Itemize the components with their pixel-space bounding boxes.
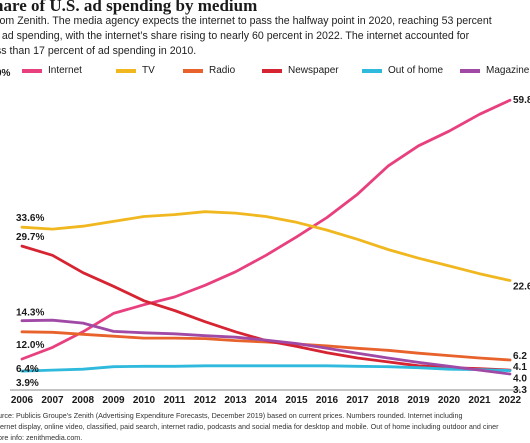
x-tick-label: 2022 bbox=[499, 395, 522, 406]
legend-swatch bbox=[362, 68, 382, 73]
series-line-internet bbox=[20, 98, 512, 361]
series-end-label: 4.0 bbox=[513, 374, 527, 385]
legend-item-magazine: Magazine bbox=[460, 65, 529, 76]
legend-label: Radio bbox=[209, 65, 236, 76]
series-end-label: 22.6 bbox=[513, 281, 530, 292]
legend-item-internet: Internet bbox=[22, 65, 82, 76]
legend-label: Internet bbox=[48, 65, 82, 76]
x-tick-label: 2019 bbox=[407, 395, 430, 406]
x-tick-label: 2010 bbox=[133, 395, 156, 406]
series-line-magazine bbox=[20, 318, 512, 376]
source-line: ternet display, online video, classified… bbox=[0, 422, 499, 431]
legend-label: Out of home bbox=[388, 65, 444, 76]
x-tick-label: 2009 bbox=[102, 395, 125, 406]
legend-label: TV bbox=[142, 65, 155, 76]
x-tick-label: 2012 bbox=[194, 395, 217, 406]
source-line: urce: Publicis Groupe’s Zenith (Advertis… bbox=[0, 411, 463, 420]
legend-swatch bbox=[22, 68, 42, 73]
series-line-out-of-home bbox=[20, 364, 512, 373]
x-tick-label: 2016 bbox=[316, 395, 339, 406]
source-note: urce: Publicis Groupe’s Zenith (Advertis… bbox=[0, 410, 530, 443]
x-tick-label: 2021 bbox=[468, 395, 491, 406]
subtitle-line: rom Zenith. The media agency expects the… bbox=[0, 15, 492, 27]
x-tick-label: 2020 bbox=[438, 395, 461, 406]
chart-subtitle: rom Zenith. The media agency expects the… bbox=[0, 14, 530, 59]
series-start-label: 14.3% bbox=[16, 308, 44, 319]
series-end-label: 6.2 bbox=[513, 351, 527, 362]
x-tick-label: 2011 bbox=[164, 395, 186, 406]
chart-legend: Internet TV Radio Newspaper Out of home … bbox=[0, 65, 530, 81]
x-tick-label: 2017 bbox=[346, 395, 369, 406]
legend-item-out-of-home: Out of home bbox=[362, 65, 443, 76]
x-tick-label: 2008 bbox=[72, 395, 95, 406]
subtitle-line: ss than 17 percent of ad spending in 201… bbox=[0, 45, 197, 57]
source-line: ore info: zenithmedia.com. bbox=[0, 433, 83, 442]
x-tick-label: 2018 bbox=[377, 395, 400, 406]
subtitle-line: f ad spending, with the internet’s share… bbox=[0, 30, 470, 42]
x-tick-label: 2014 bbox=[255, 395, 278, 406]
series-start-label: 29.7% bbox=[16, 232, 44, 243]
chart-title: hare of U.S. ad spending by medium bbox=[0, 0, 258, 15]
legend-swatch bbox=[460, 68, 480, 73]
legend-swatch bbox=[183, 68, 203, 73]
y-axis-top-label: 0% bbox=[0, 68, 11, 79]
series-end-label: 59.8 bbox=[513, 95, 530, 106]
series-start-label: 33.6% bbox=[16, 213, 44, 224]
x-tick-label: 2013 bbox=[224, 395, 247, 406]
series-start-label: 6.4% bbox=[16, 364, 39, 375]
legend-item-tv: TV bbox=[116, 65, 155, 76]
legend-label: Newspaper bbox=[288, 65, 339, 76]
legend-item-newspaper: Newspaper bbox=[262, 65, 339, 76]
legend-swatch bbox=[116, 68, 136, 73]
legend-item-radio: Radio bbox=[183, 65, 235, 76]
x-tick-label: 2007 bbox=[41, 395, 64, 406]
series-end-label: 3.3 bbox=[513, 385, 527, 396]
legend-label: Magazine bbox=[486, 65, 530, 76]
series-start-label: 3.9% bbox=[16, 378, 39, 389]
x-tick-label: 2006 bbox=[11, 395, 34, 406]
x-tick-label: 2015 bbox=[285, 395, 308, 406]
legend-swatch bbox=[262, 68, 282, 73]
series-end-label: 4.1 bbox=[513, 362, 527, 373]
series-line-tv bbox=[20, 210, 512, 282]
series-line-newspaper bbox=[20, 244, 512, 372]
series-start-label: 12.0% bbox=[16, 340, 44, 351]
series-line-radio bbox=[20, 330, 512, 362]
